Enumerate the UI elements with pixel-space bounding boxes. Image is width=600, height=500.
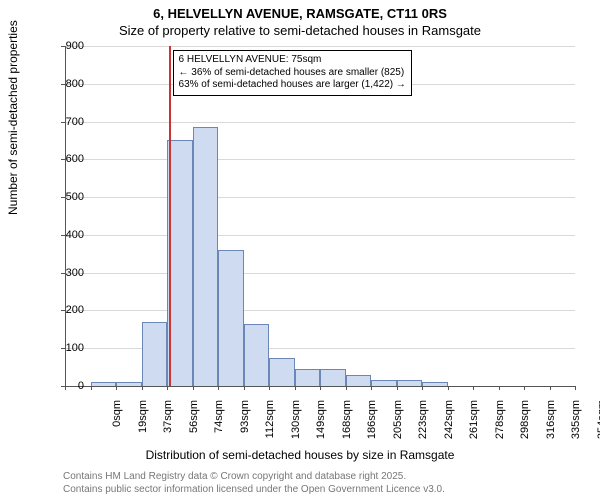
histogram-bar [218, 250, 244, 386]
x-tick-label: 242sqm [443, 400, 455, 455]
x-tick-label: 149sqm [315, 400, 327, 455]
y-tick-label: 600 [24, 153, 84, 165]
y-tick-label: 700 [24, 116, 84, 128]
y-tick-label: 500 [24, 191, 84, 203]
x-tick-label: 298sqm [519, 400, 531, 455]
x-tick-label: 278sqm [494, 400, 506, 455]
histogram-bar [244, 324, 270, 386]
y-tick-label: 400 [24, 229, 84, 241]
histogram-bar [193, 127, 219, 386]
gridline [65, 122, 575, 123]
y-tick-label: 100 [24, 342, 84, 354]
y-tick-label: 800 [24, 78, 84, 90]
x-tick-label: 130sqm [290, 400, 302, 455]
y-axis-label: Number of semi-detached properties [6, 20, 20, 215]
gridline [65, 197, 575, 198]
histogram-bar [320, 369, 346, 386]
x-tick-label: 74sqm [213, 400, 225, 455]
chart-area: 6 HELVELLYN AVENUE: 75sqm← 36% of semi-d… [65, 46, 575, 386]
footer-attribution: Contains HM Land Registry data © Crown c… [63, 471, 445, 496]
histogram-bar [167, 140, 193, 386]
annotation-box: 6 HELVELLYN AVENUE: 75sqm← 36% of semi-d… [173, 50, 412, 96]
x-tick-label: 112sqm [264, 400, 276, 455]
x-tick-label: 56sqm [188, 400, 200, 455]
x-axis-line [65, 386, 575, 387]
gridline [65, 46, 575, 47]
y-tick-label: 0 [24, 380, 84, 392]
chart-title-block: 6, HELVELLYN AVENUE, RAMSGATE, CT11 0RS … [0, 0, 600, 38]
histogram-bar [269, 358, 295, 386]
x-tick-label: 0sqm [111, 400, 123, 455]
x-tick-label: 316sqm [545, 400, 557, 455]
histogram-bar [295, 369, 321, 386]
x-tick-label: 354sqm [596, 400, 600, 455]
gridline [65, 235, 575, 236]
annotation-line: ← 36% of semi-detached houses are smalle… [179, 67, 406, 80]
footer-line1: Contains HM Land Registry data © Crown c… [63, 471, 445, 484]
subject-marker-line [169, 46, 171, 386]
footer-line2: Contains public sector information licen… [63, 484, 445, 497]
y-axis-line [65, 46, 66, 386]
x-tick-label: 93sqm [239, 400, 251, 455]
x-tick-label: 223sqm [417, 400, 429, 455]
histogram-bar [142, 322, 168, 386]
plot-region: 6 HELVELLYN AVENUE: 75sqm← 36% of semi-d… [65, 46, 575, 386]
gridline [65, 273, 575, 274]
title-main: 6, HELVELLYN AVENUE, RAMSGATE, CT11 0RS [0, 6, 600, 21]
y-tick-label: 300 [24, 267, 84, 279]
x-tick-label: 205sqm [392, 400, 404, 455]
x-tick-label: 19sqm [137, 400, 149, 455]
x-tick-mark [575, 386, 576, 390]
x-tick-label: 186sqm [366, 400, 378, 455]
x-tick-label: 261sqm [468, 400, 480, 455]
y-tick-label: 900 [24, 40, 84, 52]
y-tick-label: 200 [24, 304, 84, 316]
x-tick-label: 168sqm [341, 400, 353, 455]
title-sub: Size of property relative to semi-detach… [0, 23, 600, 38]
x-tick-label: 37sqm [162, 400, 174, 455]
histogram-bar [346, 375, 372, 386]
x-tick-label: 335sqm [570, 400, 582, 455]
gridline [65, 310, 575, 311]
annotation-line: 6 HELVELLYN AVENUE: 75sqm [179, 54, 406, 67]
annotation-line: 63% of semi-detached houses are larger (… [179, 79, 406, 92]
gridline [65, 159, 575, 160]
